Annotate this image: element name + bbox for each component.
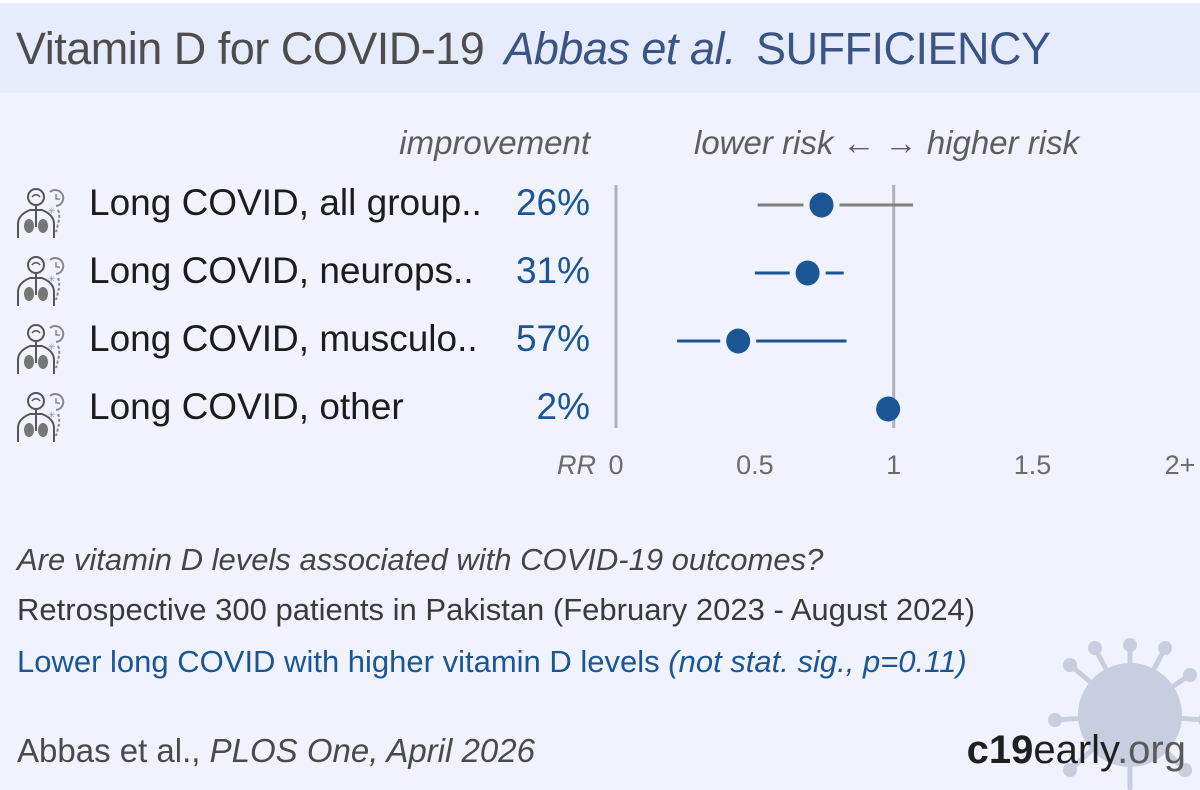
rr-axis-label: RR (557, 450, 596, 480)
x-tick-label: 0.5 (736, 450, 774, 480)
outcome-label: Long COVID, neurops.. (89, 250, 474, 291)
outcome-row: ✳ Long COVID, neurops.. 31% (0, 244, 600, 306)
citation: Abbas et al., PLOS One, April 2026 (17, 732, 535, 770)
citation-authors: Abbas et al., (17, 732, 210, 769)
citation-journal: PLOS One, April 2026 (209, 732, 535, 769)
study-design: Retrospective 300 patients in Pakistan (… (17, 592, 976, 627)
outcome-label: Long COVID, musculo.. (89, 318, 478, 359)
svg-text:✳: ✳ (48, 410, 56, 420)
long-covid-person-icon: ✳ (14, 388, 70, 444)
brand-logo[interactable]: c19early.org (967, 728, 1186, 773)
x-tick-label: 0 (608, 450, 624, 480)
outcome-label: Long COVID, all group.. (89, 182, 482, 223)
rr-point (726, 328, 751, 354)
outcome-row: ✳ Long COVID, other 2% (0, 380, 600, 442)
rr-point (809, 192, 834, 218)
title-text: Vitamin D for COVID-19 (16, 23, 485, 74)
svg-text:✳: ✳ (48, 274, 56, 284)
result-main: Lower long COVID with higher vitamin D l… (17, 644, 669, 679)
title-authors: Abbas et al. (504, 23, 736, 74)
brand-tld: .org (1117, 728, 1186, 772)
improvement-column-header: improvement (399, 124, 590, 161)
x-tick-label: 1.5 (1013, 450, 1052, 480)
long-covid-person-icon: ✳ (14, 252, 70, 308)
improvement-value: 2% (536, 386, 590, 427)
outcome-label: Long COVID, other (89, 386, 404, 427)
risk-direction-header: lower risk ← → higher risk (694, 124, 1080, 161)
study-result: Lower long COVID with higher vitamin D l… (17, 644, 967, 680)
brand-bold: c19 (966, 728, 1034, 772)
improvement-value: 57% (515, 318, 590, 359)
outcome-row: ✳ Long COVID, all group.. 26% (0, 176, 600, 238)
improvement-value: 26% (515, 182, 590, 223)
long-covid-person-icon: ✳ (14, 184, 70, 240)
rr-point (876, 396, 901, 422)
page-title: Vitamin D for COVID-19 Abbas et al. SUFFIC… (16, 23, 1051, 75)
svg-text:✳: ✳ (48, 206, 56, 216)
result-significance: (not stat. sig., p=0.11) (668, 644, 967, 679)
x-tick-label: 2+ (1164, 450, 1196, 480)
title-tag: SUFFICIENCY (755, 23, 1051, 74)
svg-text:✳: ✳ (48, 342, 56, 352)
header-band: Vitamin D for COVID-19 Abbas et al. SUFFIC… (0, 3, 1200, 93)
virus-icon (1048, 638, 1200, 790)
improvement-value: 31% (515, 250, 590, 291)
outcome-row: ✳ Long COVID, musculo.. 57% (0, 312, 600, 374)
long-covid-person-icon: ✳ (14, 320, 70, 376)
study-question: Are vitamin D levels associated with COV… (17, 542, 824, 577)
top-border (0, 0, 1200, 3)
rr-point (795, 260, 820, 286)
brand-mid: early (1033, 728, 1118, 772)
x-tick-label: 1 (886, 450, 902, 480)
